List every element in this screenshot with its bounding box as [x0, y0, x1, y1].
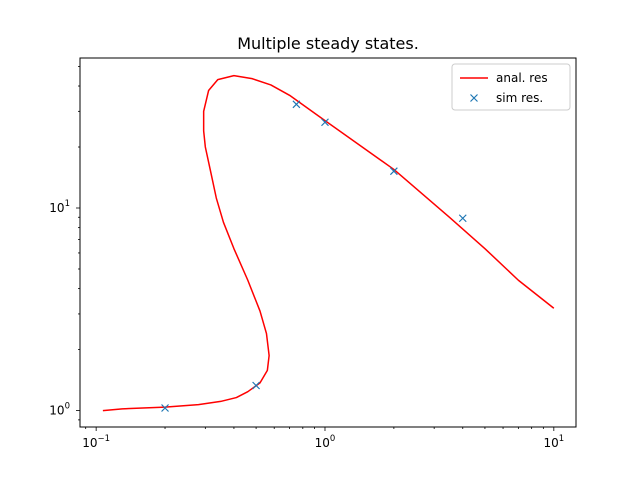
legend: anal. res sim res. — [451, 63, 571, 111]
axes-frame — [79, 57, 577, 428]
sim-res-marker — [389, 167, 398, 176]
sim-res-marker — [321, 118, 329, 127]
sim-res-marker — [161, 404, 169, 412]
legend-box — [451, 63, 571, 111]
series-line-anal-res — [102, 74, 555, 412]
legend-label: anal. res — [496, 71, 548, 85]
legend-marker-swatch — [470, 94, 478, 102]
legend-label: sim res. — [496, 91, 543, 105]
sim-res-marker — [292, 100, 301, 109]
chart-title: Multiple steady states. — [237, 34, 419, 53]
sim-res-marker — [252, 381, 261, 390]
sim-res-marker — [458, 214, 467, 223]
y-tick-label: 100 — [49, 402, 70, 418]
y-tick-label: 101 — [49, 199, 70, 215]
plot-area — [102, 74, 555, 412]
axis-ticks: 10−1 100 101 100 101 — [49, 65, 564, 450]
x-tick-label: 10−1 — [82, 434, 110, 450]
x-tick-label: 101 — [543, 434, 564, 450]
x-tick-label: 100 — [315, 434, 336, 450]
